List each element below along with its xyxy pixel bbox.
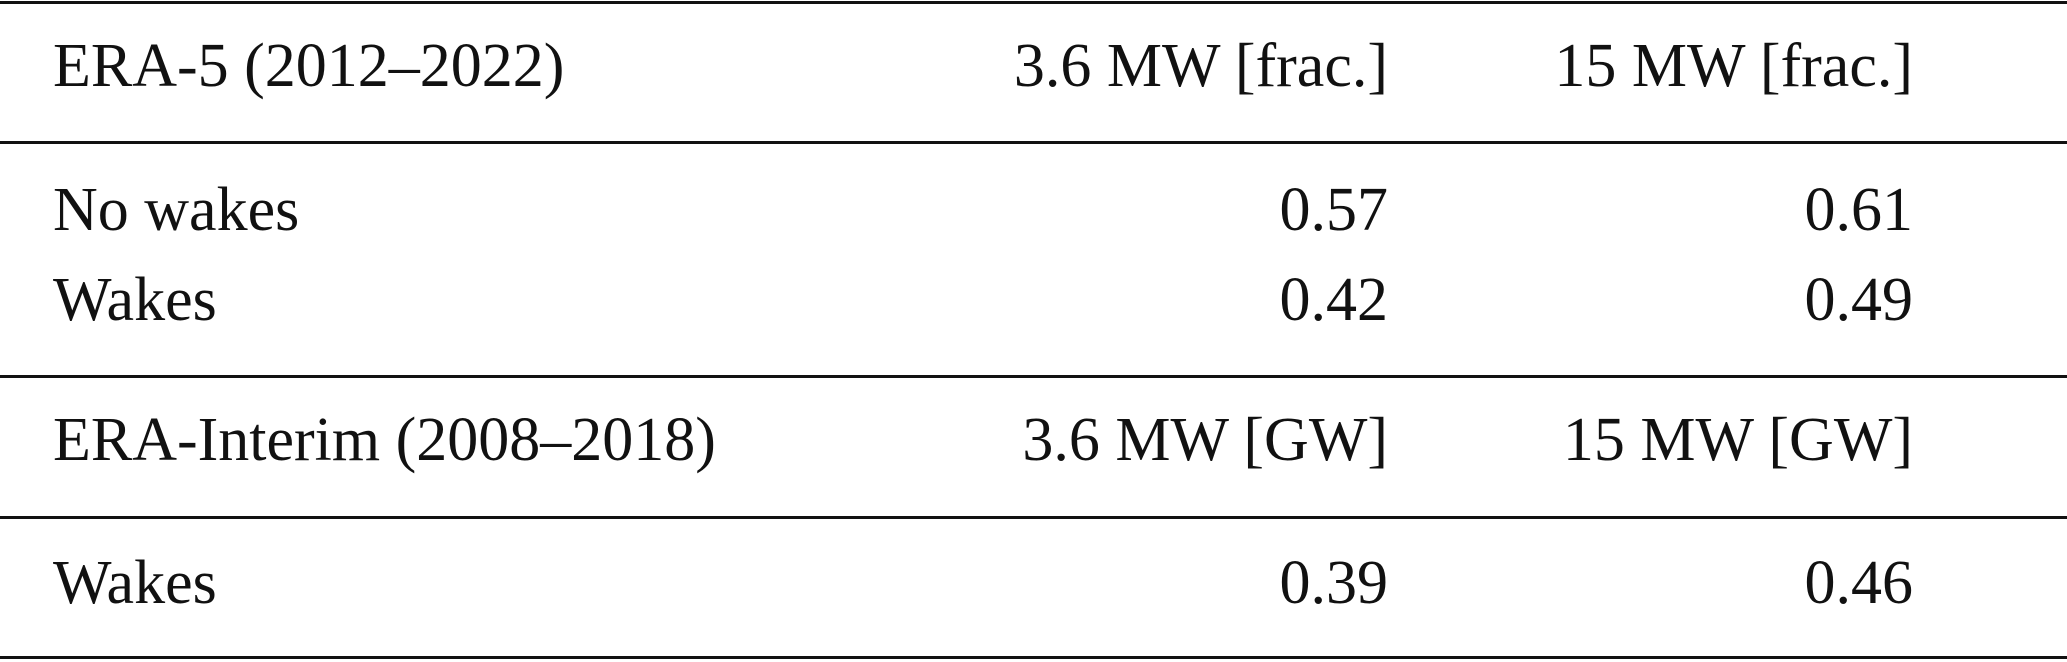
value-cell: 0.61 (1804, 176, 1914, 244)
row-label: Wakes (53, 549, 217, 617)
value-cell: 0.46 (1804, 549, 1914, 617)
top-rule (0, 1, 2067, 4)
header-cell: 15 MW [GW] (1562, 406, 1913, 474)
header-cell: ERA-5 (2012–2022) (53, 32, 565, 100)
bottom-rule (0, 656, 2067, 659)
header-rule (0, 141, 2067, 144)
value-cell: 0.42 (1279, 266, 1389, 334)
row-label: Wakes (53, 266, 217, 334)
header-cell: 3.6 MW [GW] (1022, 406, 1388, 474)
header-cell: 15 MW [frac.] (1554, 32, 1913, 100)
row-label: No wakes (53, 176, 300, 244)
value-cell: 0.49 (1804, 266, 1914, 334)
value-cell: 0.39 (1279, 549, 1389, 617)
header-cell: ERA-Interim (2008–2018) (53, 406, 716, 474)
header-rule (0, 516, 2067, 519)
section-rule (0, 375, 2067, 378)
value-cell: 0.57 (1279, 176, 1389, 244)
header-cell: 3.6 MW [frac.] (1013, 32, 1388, 100)
